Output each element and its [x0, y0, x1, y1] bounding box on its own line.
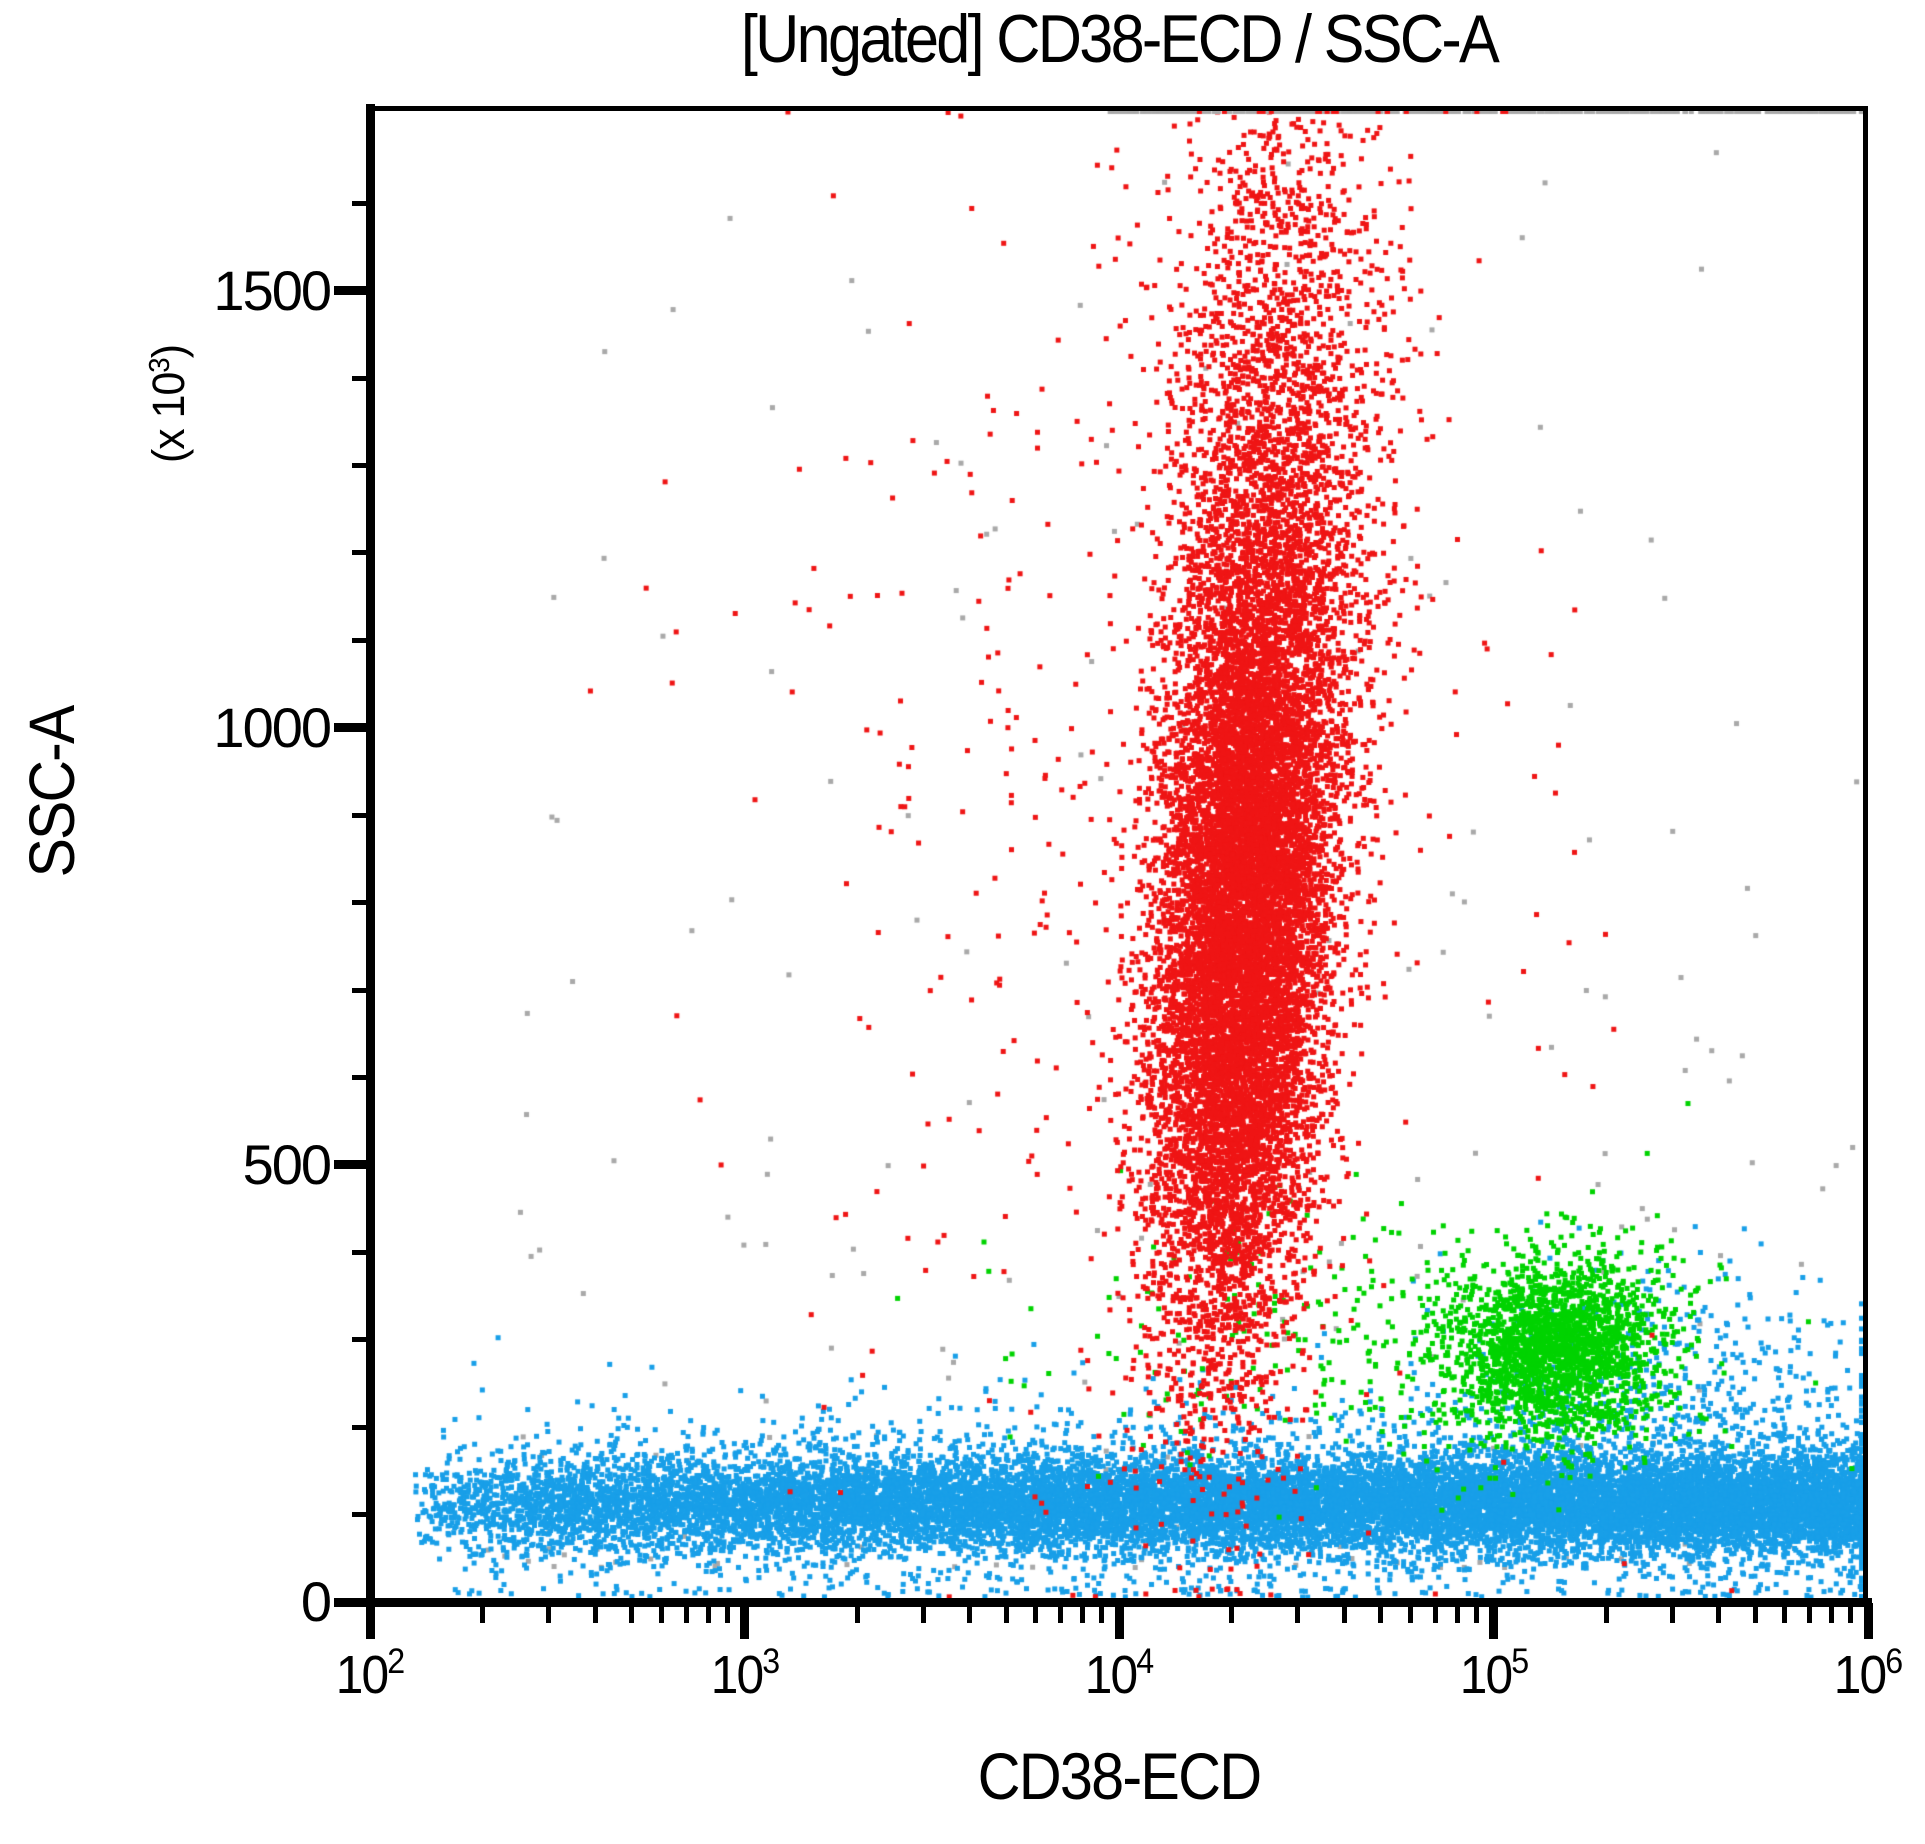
- y-minor-tick: [352, 200, 370, 206]
- y-major-tick: [334, 286, 370, 296]
- plot-right-border: [1863, 106, 1868, 1607]
- y-minor-tick: [352, 637, 370, 643]
- y-minor-tick: [352, 1337, 370, 1343]
- x-minor-tick: [592, 1603, 598, 1623]
- y-unit-prefix: (x 10: [143, 372, 194, 463]
- x-minor-tick: [1669, 1603, 1675, 1623]
- y-axis-title: SSC-A: [16, 706, 88, 878]
- x-minor-tick: [1848, 1603, 1854, 1623]
- y-minor-tick: [352, 1074, 370, 1080]
- x-minor-tick: [1782, 1603, 1788, 1623]
- y-minor-tick: [352, 987, 370, 993]
- x-tick-label-exponent: 3: [761, 1642, 780, 1681]
- y-tick-label: 1000: [213, 695, 332, 759]
- x-tick-label: 106: [1833, 1642, 1904, 1711]
- x-minor-tick: [658, 1603, 664, 1623]
- x-minor-tick: [967, 1603, 973, 1623]
- x-axis-title: CD38-ECD: [977, 1739, 1262, 1813]
- x-minor-tick: [1080, 1603, 1086, 1623]
- x-major-tick: [1114, 1603, 1124, 1639]
- x-minor-tick: [1807, 1603, 1813, 1623]
- y-tick-label: 0: [300, 1570, 332, 1633]
- x-tick-label-exponent: 5: [1510, 1642, 1529, 1681]
- x-minor-tick: [1407, 1603, 1413, 1623]
- x-minor-tick: [920, 1603, 926, 1623]
- x-major-tick: [1489, 1603, 1498, 1639]
- plot-top-border: [366, 106, 1868, 111]
- y-minor-tick: [352, 812, 370, 818]
- x-minor-tick: [1454, 1603, 1460, 1623]
- y-axis-line: [366, 104, 375, 1607]
- x-tick-label-base: 10: [1833, 1645, 1887, 1705]
- x-minor-tick: [683, 1603, 689, 1623]
- x-tick-label: 105: [1459, 1642, 1529, 1711]
- x-minor-tick: [629, 1603, 635, 1623]
- x-minor-tick: [1829, 1603, 1835, 1623]
- x-minor-tick: [1752, 1603, 1758, 1623]
- x-minor-tick: [1432, 1603, 1438, 1623]
- y-minor-tick: [352, 900, 370, 906]
- x-minor-tick: [546, 1603, 552, 1623]
- x-tick-label-exponent: 2: [387, 1642, 405, 1681]
- x-minor-tick: [1295, 1603, 1301, 1623]
- y-axis-unit-label: (x 103): [143, 209, 195, 599]
- x-tick-label: 103: [710, 1642, 780, 1711]
- y-minor-tick: [352, 463, 370, 469]
- y-minor-tick: [352, 1249, 370, 1255]
- x-minor-tick: [1033, 1603, 1039, 1623]
- x-axis-line: [366, 1598, 1872, 1607]
- x-minor-tick: [1099, 1603, 1105, 1623]
- x-tick-label-base: 10: [335, 1645, 389, 1705]
- y-major-tick: [334, 1597, 370, 1607]
- x-minor-tick: [1058, 1603, 1064, 1623]
- x-minor-tick: [1229, 1603, 1235, 1623]
- x-minor-tick: [1378, 1603, 1384, 1623]
- x-tick-label-base: 10: [1459, 1645, 1512, 1705]
- y-tick-label: 500: [242, 1132, 332, 1196]
- x-tick-label-exponent: 4: [1136, 1642, 1154, 1681]
- y-major-tick: [334, 1160, 370, 1170]
- chart-title: [Ungated] CD38-ECD / SSC-A: [740, 1, 1500, 77]
- x-minor-tick: [480, 1603, 486, 1623]
- y-unit-superscript: 3: [144, 358, 176, 373]
- x-minor-tick: [1716, 1603, 1722, 1623]
- y-minor-tick: [352, 375, 370, 381]
- x-tick-label: 102: [335, 1642, 406, 1711]
- x-minor-tick: [724, 1603, 730, 1623]
- x-major-tick: [1863, 1603, 1873, 1639]
- x-minor-tick: [705, 1603, 711, 1623]
- y-minor-tick: [352, 1512, 370, 1518]
- y-unit-suffix: ): [143, 345, 194, 359]
- x-major-tick: [740, 1603, 749, 1639]
- x-tick-label-base: 10: [710, 1645, 763, 1705]
- y-minor-tick: [352, 1424, 370, 1430]
- x-tick-label-base: 10: [1084, 1645, 1138, 1705]
- x-major-tick: [365, 1603, 375, 1639]
- y-major-tick: [334, 723, 370, 733]
- scatter-canvas: [371, 111, 1863, 1598]
- x-minor-tick: [1473, 1603, 1479, 1623]
- y-tick-label: 1500: [213, 258, 332, 322]
- x-minor-tick: [1341, 1603, 1347, 1623]
- x-tick-label: 104: [1084, 1642, 1155, 1711]
- y-minor-tick: [352, 550, 370, 556]
- x-minor-tick: [854, 1603, 860, 1623]
- x-minor-tick: [1603, 1603, 1609, 1623]
- x-tick-label-exponent: 6: [1885, 1642, 1903, 1681]
- x-minor-tick: [1003, 1603, 1009, 1623]
